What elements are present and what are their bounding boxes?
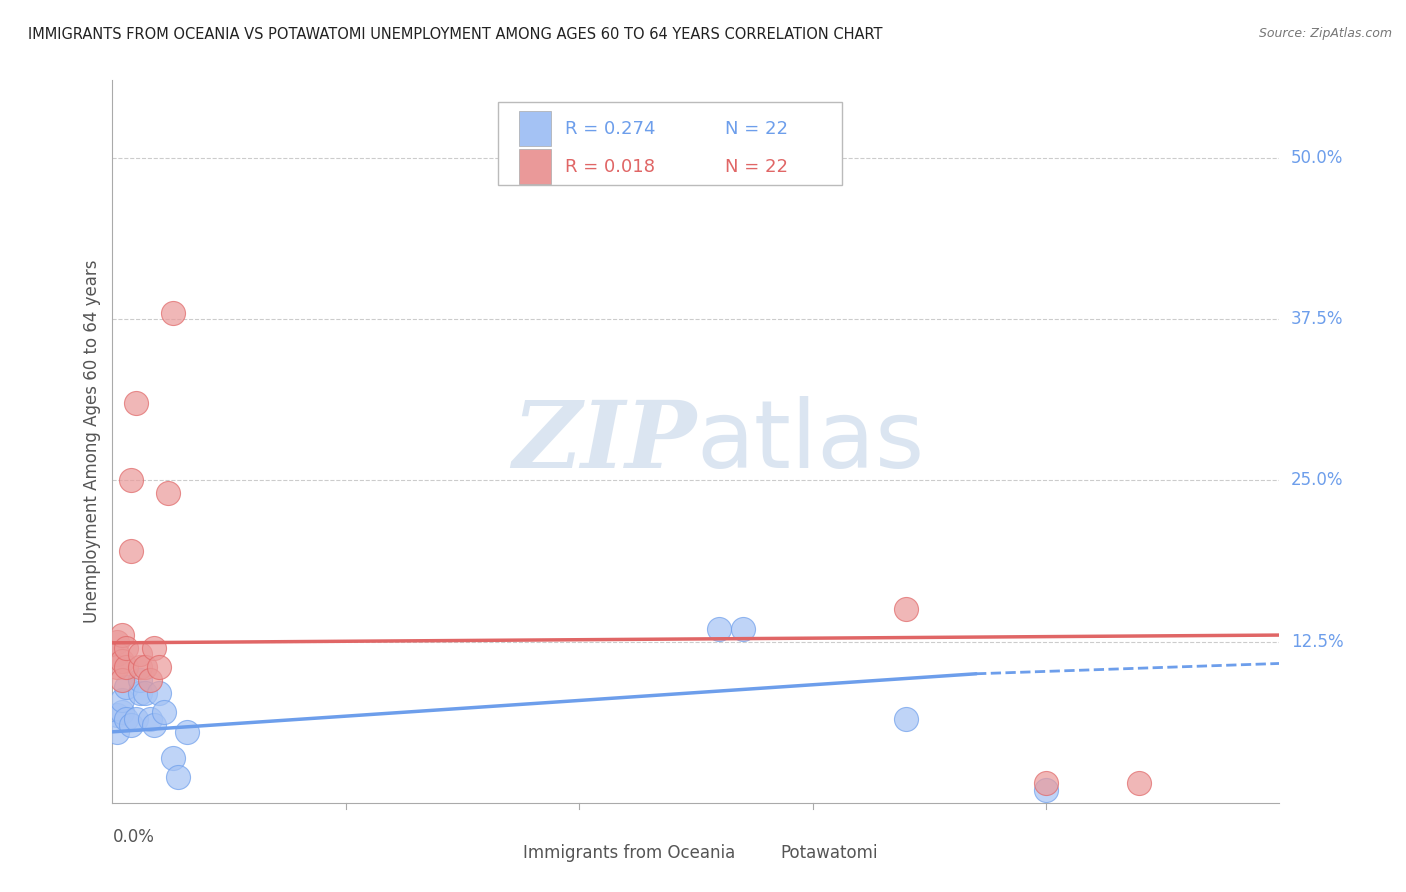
Text: ZIP: ZIP [512, 397, 696, 486]
Point [1035, 776, 1057, 790]
Point [129, 660, 152, 674]
Point [125, 712, 148, 726]
Point [709, 622, 731, 636]
Point [105, 634, 128, 648]
Point [1128, 776, 1150, 790]
Point [120, 473, 142, 487]
Point [143, 640, 166, 655]
Point [129, 673, 152, 688]
Point [125, 396, 148, 410]
Text: Immigrants from Oceania: Immigrants from Oceania [523, 845, 735, 863]
Text: N = 22: N = 22 [725, 158, 789, 176]
Point [111, 628, 134, 642]
Text: N = 22: N = 22 [725, 120, 789, 137]
Text: R = 0.274: R = 0.274 [565, 120, 655, 137]
Bar [519, 112, 551, 146]
Point [105, 708, 128, 723]
Point [894, 602, 917, 616]
Point [148, 660, 170, 674]
Bar [748, 843, 775, 866]
Point [105, 648, 128, 662]
Point [1035, 783, 1057, 797]
Point [111, 706, 134, 720]
Text: IMMIGRANTS FROM OCEANIA VS POTAWATOMI UNEMPLOYMENT AMONG AGES 60 TO 64 YEARS COR: IMMIGRANTS FROM OCEANIA VS POTAWATOMI UN… [28, 27, 883, 42]
Point [129, 648, 152, 662]
Point [129, 686, 152, 700]
Point [176, 724, 198, 739]
Text: 0.0%: 0.0% [112, 828, 155, 847]
Point [148, 686, 170, 700]
Bar [519, 150, 551, 184]
Bar [492, 843, 517, 866]
Point [115, 712, 138, 726]
Text: 25.0%: 25.0% [1291, 471, 1344, 489]
Point [120, 718, 142, 732]
Text: atlas: atlas [696, 395, 924, 488]
Point [105, 660, 128, 674]
Text: 12.5%: 12.5% [1291, 632, 1344, 650]
Text: 37.5%: 37.5% [1291, 310, 1344, 328]
Point [115, 660, 138, 674]
Point [111, 654, 134, 668]
Point [166, 770, 188, 784]
Point [162, 750, 184, 764]
Point [111, 692, 134, 706]
Point [105, 724, 128, 739]
Point [731, 622, 754, 636]
Point [115, 680, 138, 694]
Point [139, 712, 162, 726]
Point [153, 706, 176, 720]
Text: R = 0.018: R = 0.018 [565, 158, 655, 176]
FancyBboxPatch shape [498, 102, 842, 185]
Text: Potawatomi: Potawatomi [780, 845, 877, 863]
Point [115, 640, 138, 655]
Point [134, 686, 156, 700]
Point [894, 712, 917, 726]
Point [120, 544, 142, 558]
Point [111, 673, 134, 688]
Text: 50.0%: 50.0% [1291, 149, 1344, 167]
Point [162, 305, 184, 319]
Point [157, 486, 180, 500]
Point [139, 673, 162, 688]
Text: Source: ZipAtlas.com: Source: ZipAtlas.com [1258, 27, 1392, 40]
Y-axis label: Unemployment Among Ages 60 to 64 years: Unemployment Among Ages 60 to 64 years [83, 260, 101, 624]
Point [134, 660, 156, 674]
Point [143, 718, 166, 732]
